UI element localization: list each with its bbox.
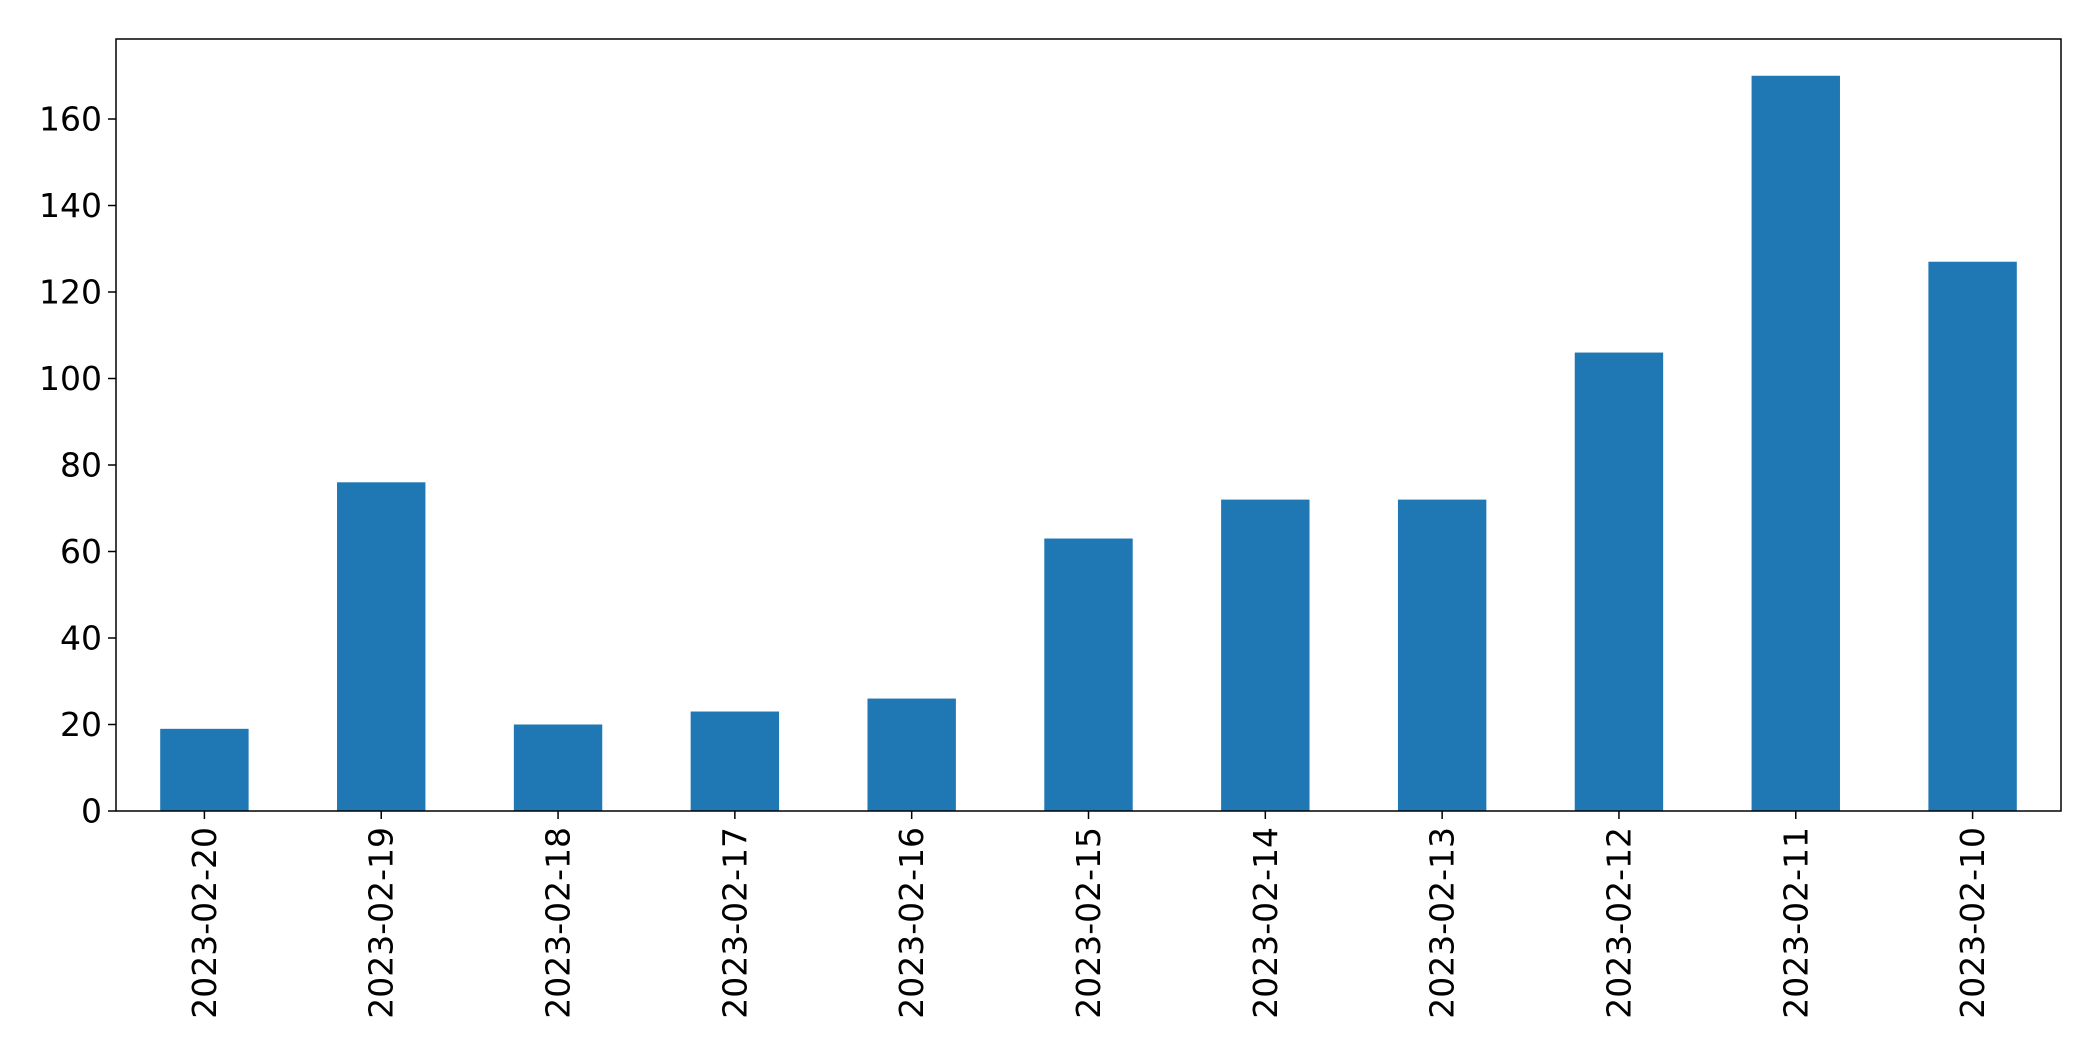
x-tick-label: 2023-02-14: [1246, 827, 1285, 1019]
y-tick-label: 60: [60, 532, 102, 571]
x-tick-label: 2023-02-15: [1069, 827, 1108, 1019]
y-tick-label: 80: [60, 446, 102, 485]
bar-2023-02-17: [690, 711, 780, 811]
y-tick-label: 0: [81, 792, 102, 831]
x-tick-label: 2023-02-13: [1423, 827, 1462, 1019]
bar-2023-02-11: [1751, 75, 1840, 811]
bars-group: [160, 75, 2017, 811]
bar-2023-02-14: [1221, 499, 1310, 811]
x-tick-label: 2023-02-20: [185, 827, 224, 1019]
bar-2023-02-12: [1574, 352, 1664, 811]
y-tick-label: 100: [39, 359, 102, 398]
bar-2023-02-15: [1044, 538, 1133, 811]
x-tick-label: 2023-02-16: [892, 827, 931, 1019]
bar-2023-02-19: [337, 482, 426, 811]
y-tick-label: 160: [39, 100, 102, 139]
x-tick-label: 2023-02-18: [539, 827, 578, 1019]
x-axis: 2023-02-20 2023-02-19 2023-02-18 2023-02-17…: [185, 811, 1992, 1019]
bar-2023-02-18: [513, 724, 603, 811]
bar-2023-02-10: [1928, 261, 2017, 811]
plot-frame: [115, 38, 2062, 812]
x-tick-label: 2023-02-10: [1953, 827, 1992, 1019]
bar-2023-02-20: [160, 728, 249, 811]
x-tick-label: 2023-02-19: [362, 827, 401, 1019]
y-tick-label: 120: [39, 273, 102, 312]
bar-2023-02-13: [1397, 499, 1487, 811]
x-tick-label: 2023-02-11: [1776, 827, 1815, 1019]
y-axis: 0 20 40 60 80 100 120 140 160: [39, 100, 116, 831]
y-tick-label: 40: [60, 619, 102, 658]
bar-2023-02-16: [867, 698, 956, 811]
y-tick-label: 20: [60, 705, 102, 744]
x-tick-label: 2023-02-12: [1599, 827, 1638, 1019]
y-tick-label: 140: [39, 186, 102, 225]
x-tick-label: 2023-02-17: [715, 827, 754, 1019]
